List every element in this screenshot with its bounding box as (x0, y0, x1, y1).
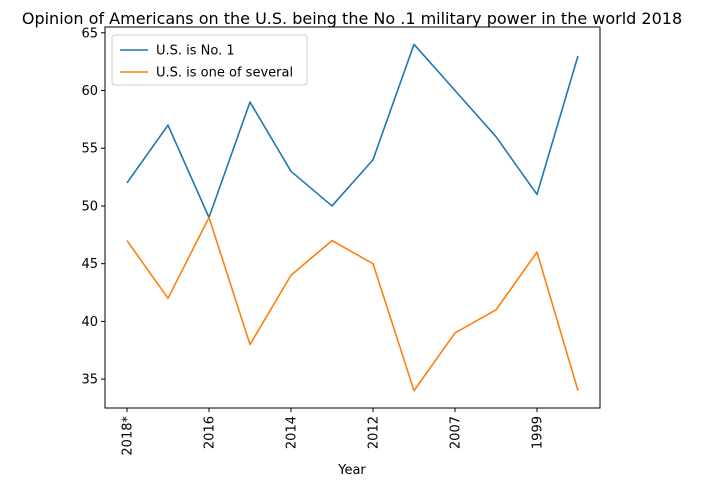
x-axis-label: Year (337, 463, 366, 478)
series-line-0 (126, 43, 579, 219)
chart-title: Opinion of Americans on the U.S. being t… (22, 9, 682, 28)
x-tick-label: 2018* (121, 416, 136, 456)
y-tick-label: 60 (81, 84, 98, 99)
series-line-1 (126, 216, 579, 392)
x-tick-label: 2007 (449, 416, 464, 449)
y-tick-label: 35 (81, 373, 98, 388)
y-tick-label: 50 (81, 199, 98, 214)
x-tick-label: 1999 (531, 416, 546, 449)
legend: U.S. is No. 1 U.S. is one of several (111, 34, 308, 86)
legend-box (111, 34, 308, 86)
legend-entry: U.S. is one of several (156, 66, 293, 81)
x-tick-label: 2012 (367, 416, 382, 449)
x-tick-label: 2014 (285, 416, 300, 449)
y-tick-label: 65 (81, 26, 98, 41)
legend-entry: U.S. is No. 1 (156, 44, 235, 59)
x-axis: 2018* 2016 2014 2012 2007 1999 (121, 408, 546, 456)
y-tick-label: 40 (81, 315, 98, 330)
y-tick-label: 55 (81, 142, 98, 157)
y-axis: 35 40 45 50 55 60 65 (81, 26, 105, 388)
plot-area (126, 43, 579, 392)
plot-frame (104, 26, 601, 409)
x-tick-label: 2016 (203, 416, 218, 449)
y-tick-label: 45 (81, 257, 98, 272)
